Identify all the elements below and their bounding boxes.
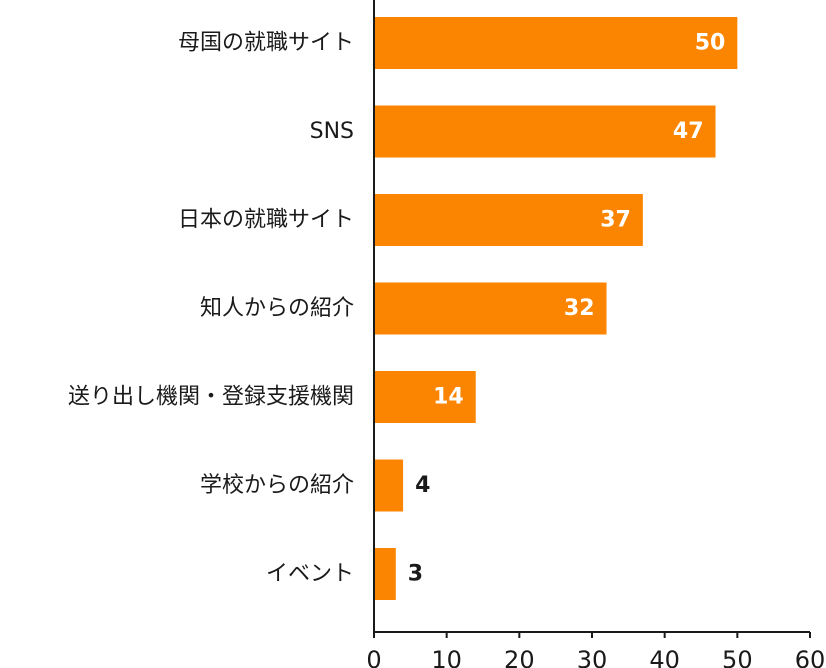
bar (374, 17, 738, 69)
category-label: 学校からの紹介 (200, 473, 354, 498)
category-label: 送り出し機関・登録支援機関 (68, 385, 354, 410)
bar (374, 371, 476, 423)
x-tick-label: 30 (577, 646, 608, 668)
x-tick-label: 10 (431, 646, 462, 668)
value-label: 47 (673, 119, 704, 144)
value-labels: 50 47 37 32 14 4 3 (408, 31, 726, 587)
value-label: 14 (433, 385, 464, 410)
bar (374, 282, 607, 335)
x-axis-ticks: 0 10 20 30 40 50 60 (366, 632, 825, 668)
value-label: 4 (415, 473, 430, 498)
category-label: 知人からの紹介 (200, 296, 354, 321)
bar (374, 459, 404, 512)
bars-group (374, 17, 738, 600)
value-label: 32 (564, 296, 595, 321)
category-label: 母国の就職サイト (178, 31, 354, 56)
category-label: SNS (310, 119, 354, 144)
value-label: 37 (600, 208, 631, 233)
x-tick-label: 50 (722, 646, 753, 668)
bar (374, 194, 643, 246)
x-tick-label: 20 (504, 646, 535, 668)
x-tick-label: 40 (649, 646, 680, 668)
bar (374, 548, 396, 600)
bar (374, 105, 716, 158)
category-label: イベント (266, 562, 354, 587)
x-tick-label: 0 (366, 646, 381, 668)
category-label: 日本の就職サイト (178, 208, 354, 233)
value-label: 50 (695, 31, 726, 56)
value-label: 3 (408, 562, 423, 587)
x-tick-label: 60 (795, 646, 826, 668)
category-labels: 母国の就職サイト SNS 日本の就職サイト知人からの紹介送り出し機関・登録支援機関学… (68, 31, 354, 587)
